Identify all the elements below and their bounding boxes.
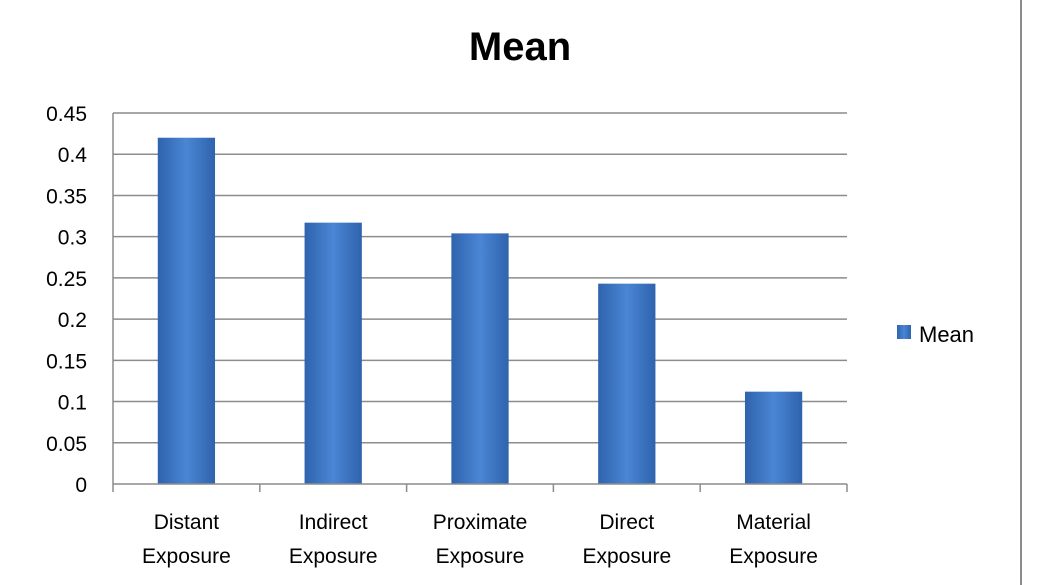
y-tick-label: 0.05: [46, 433, 87, 456]
x-category-labels: Distant Exposure Indirect Exposure Proximate…: [142, 511, 818, 568]
y-tick-label: 0.45: [46, 103, 87, 126]
x-category-label: Exposure: [582, 545, 671, 568]
bar: [451, 233, 509, 484]
bar: [598, 283, 656, 484]
axes: [112, 113, 848, 492]
x-category-label: Exposure: [289, 545, 378, 568]
y-tick-label: 0.3: [58, 227, 87, 250]
x-category-label: Exposure: [729, 545, 818, 568]
y-tick-label: 0.2: [58, 309, 87, 332]
y-tick-label: 0: [75, 474, 87, 497]
y-tick-label: 0.25: [46, 268, 87, 291]
y-tick-label: 0.35: [46, 185, 87, 208]
bars: [157, 137, 803, 484]
x-category-label: Direct: [599, 511, 654, 534]
x-category-label: Exposure: [142, 545, 231, 568]
bar: [157, 137, 216, 484]
x-category-label: Distant: [154, 511, 220, 534]
x-category-label: Proximate: [433, 511, 528, 534]
y-tick-label: 0.15: [46, 350, 87, 373]
x-category-label: Indirect: [299, 511, 368, 534]
y-tick-labels: 0 0.05 0.1 0.15 0.2 0.25 0.3 0.35 0.4 0.45: [46, 103, 87, 497]
y-tick-label: 0.1: [58, 392, 87, 415]
x-category-label: Material: [736, 511, 811, 534]
legend-swatch: [897, 325, 911, 339]
legend-label: Mean: [919, 322, 974, 347]
y-tick-label: 0.4: [58, 144, 88, 167]
legend: Mean: [897, 322, 974, 347]
x-category-label: Exposure: [436, 545, 525, 568]
bar: [744, 391, 803, 484]
chart-title: Mean: [469, 25, 571, 69]
bar: [304, 222, 362, 484]
